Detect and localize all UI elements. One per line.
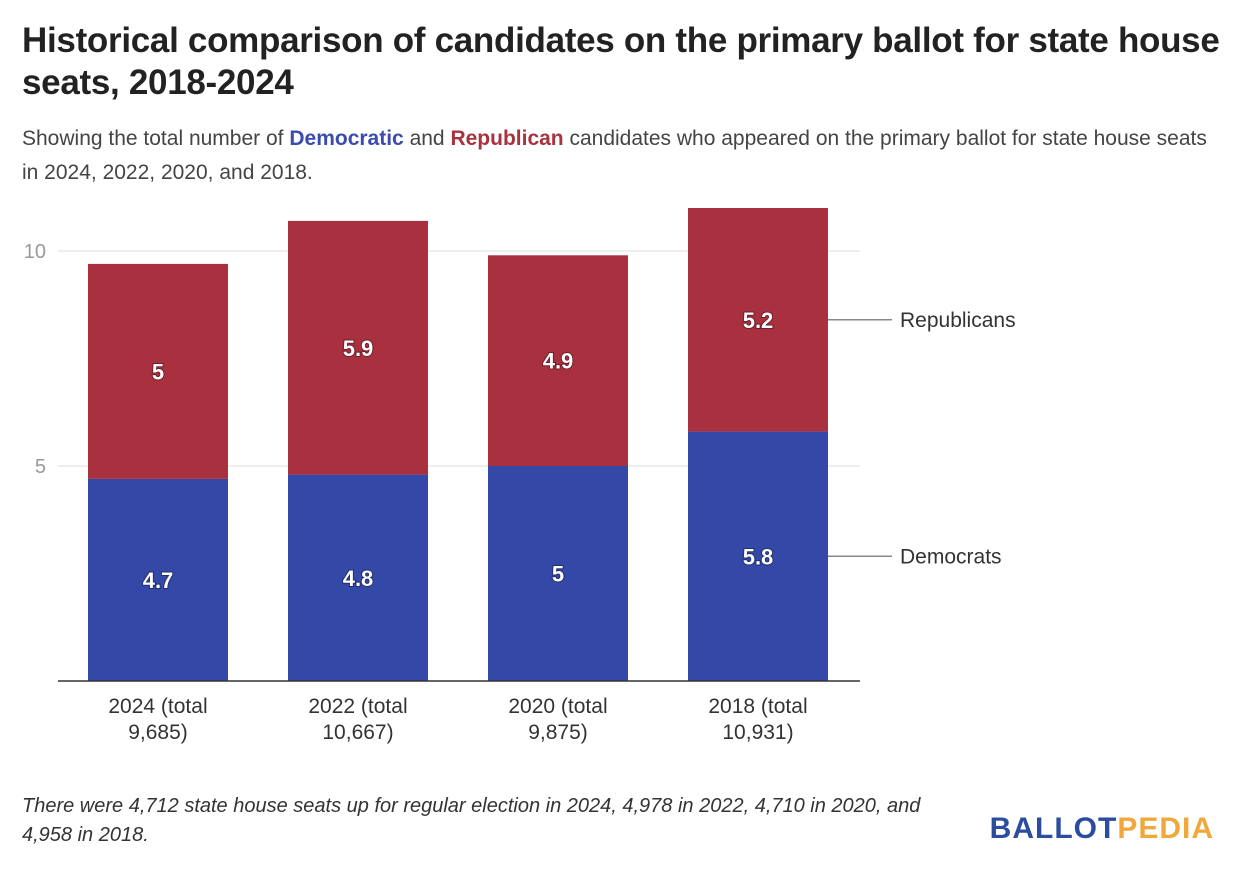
x-tick-label-2-1: 9,875) — [528, 721, 588, 744]
data-label-democrats-0: 4.7 — [143, 568, 174, 593]
bar-republicans-3 — [688, 208, 828, 432]
data-label-republicans-1: 5.9 — [343, 336, 374, 361]
y-tick-label-5: 5 — [35, 456, 46, 478]
bar-democrats-0 — [88, 478, 228, 681]
x-tick-label-3-0: 2018 (total — [708, 695, 807, 718]
chart-subtitle: Showing the total number of Democratic a… — [22, 122, 1212, 190]
y-tick-label-10: 10 — [24, 241, 46, 263]
data-label-democrats-3: 5.8 — [743, 544, 774, 569]
ballotpedia-logo[interactable]: BALLOTPEDIA — [990, 812, 1214, 846]
legend-label-republicans: Republicans — [900, 309, 1016, 332]
chart-title: Historical comparison of candidates on t… — [22, 21, 1220, 102]
x-tick-label-0-1: 9,685) — [128, 721, 188, 744]
legend-label-democrats: Democrats — [900, 545, 1002, 568]
logo-part-ballot: BALLOT — [989, 812, 1118, 845]
bar-republicans-2 — [488, 255, 628, 466]
data-label-republicans-2: 4.9 — [543, 349, 574, 374]
x-tick-label-1-1: 10,667) — [322, 721, 393, 744]
subtitle-text-1: Showing the total number of — [22, 127, 290, 150]
logo-part-pedia: PEDIA — [1117, 812, 1214, 845]
subtitle-republican: Republican — [450, 127, 564, 150]
subtitle-democratic: Democratic — [289, 127, 404, 150]
bar-democrats-3 — [688, 431, 828, 681]
x-tick-label-3-1: 10,931) — [722, 721, 793, 744]
data-label-republicans-0: 5 — [152, 359, 164, 384]
bar-democrats-2 — [488, 466, 628, 681]
bar-republicans-1 — [288, 220, 428, 475]
x-tick-label-2-0: 2020 (total — [508, 695, 607, 718]
subtitle-text-3: candidates who appeared on the primary b… — [22, 127, 1207, 184]
data-label-democrats-1: 4.8 — [343, 566, 374, 591]
x-tick-label-0-0: 2024 (total — [108, 695, 207, 718]
subtitle-text-2: and — [403, 127, 451, 150]
footnote: There were 4,712 state house seats up fo… — [22, 795, 921, 846]
bar-republicans-0 — [88, 263, 228, 479]
x-tick-label-1-0: 2022 (total — [308, 695, 407, 718]
data-label-democrats-2: 5 — [552, 562, 564, 587]
bar-democrats-1 — [288, 474, 428, 681]
data-label-republicans-3: 5.2 — [743, 308, 774, 333]
